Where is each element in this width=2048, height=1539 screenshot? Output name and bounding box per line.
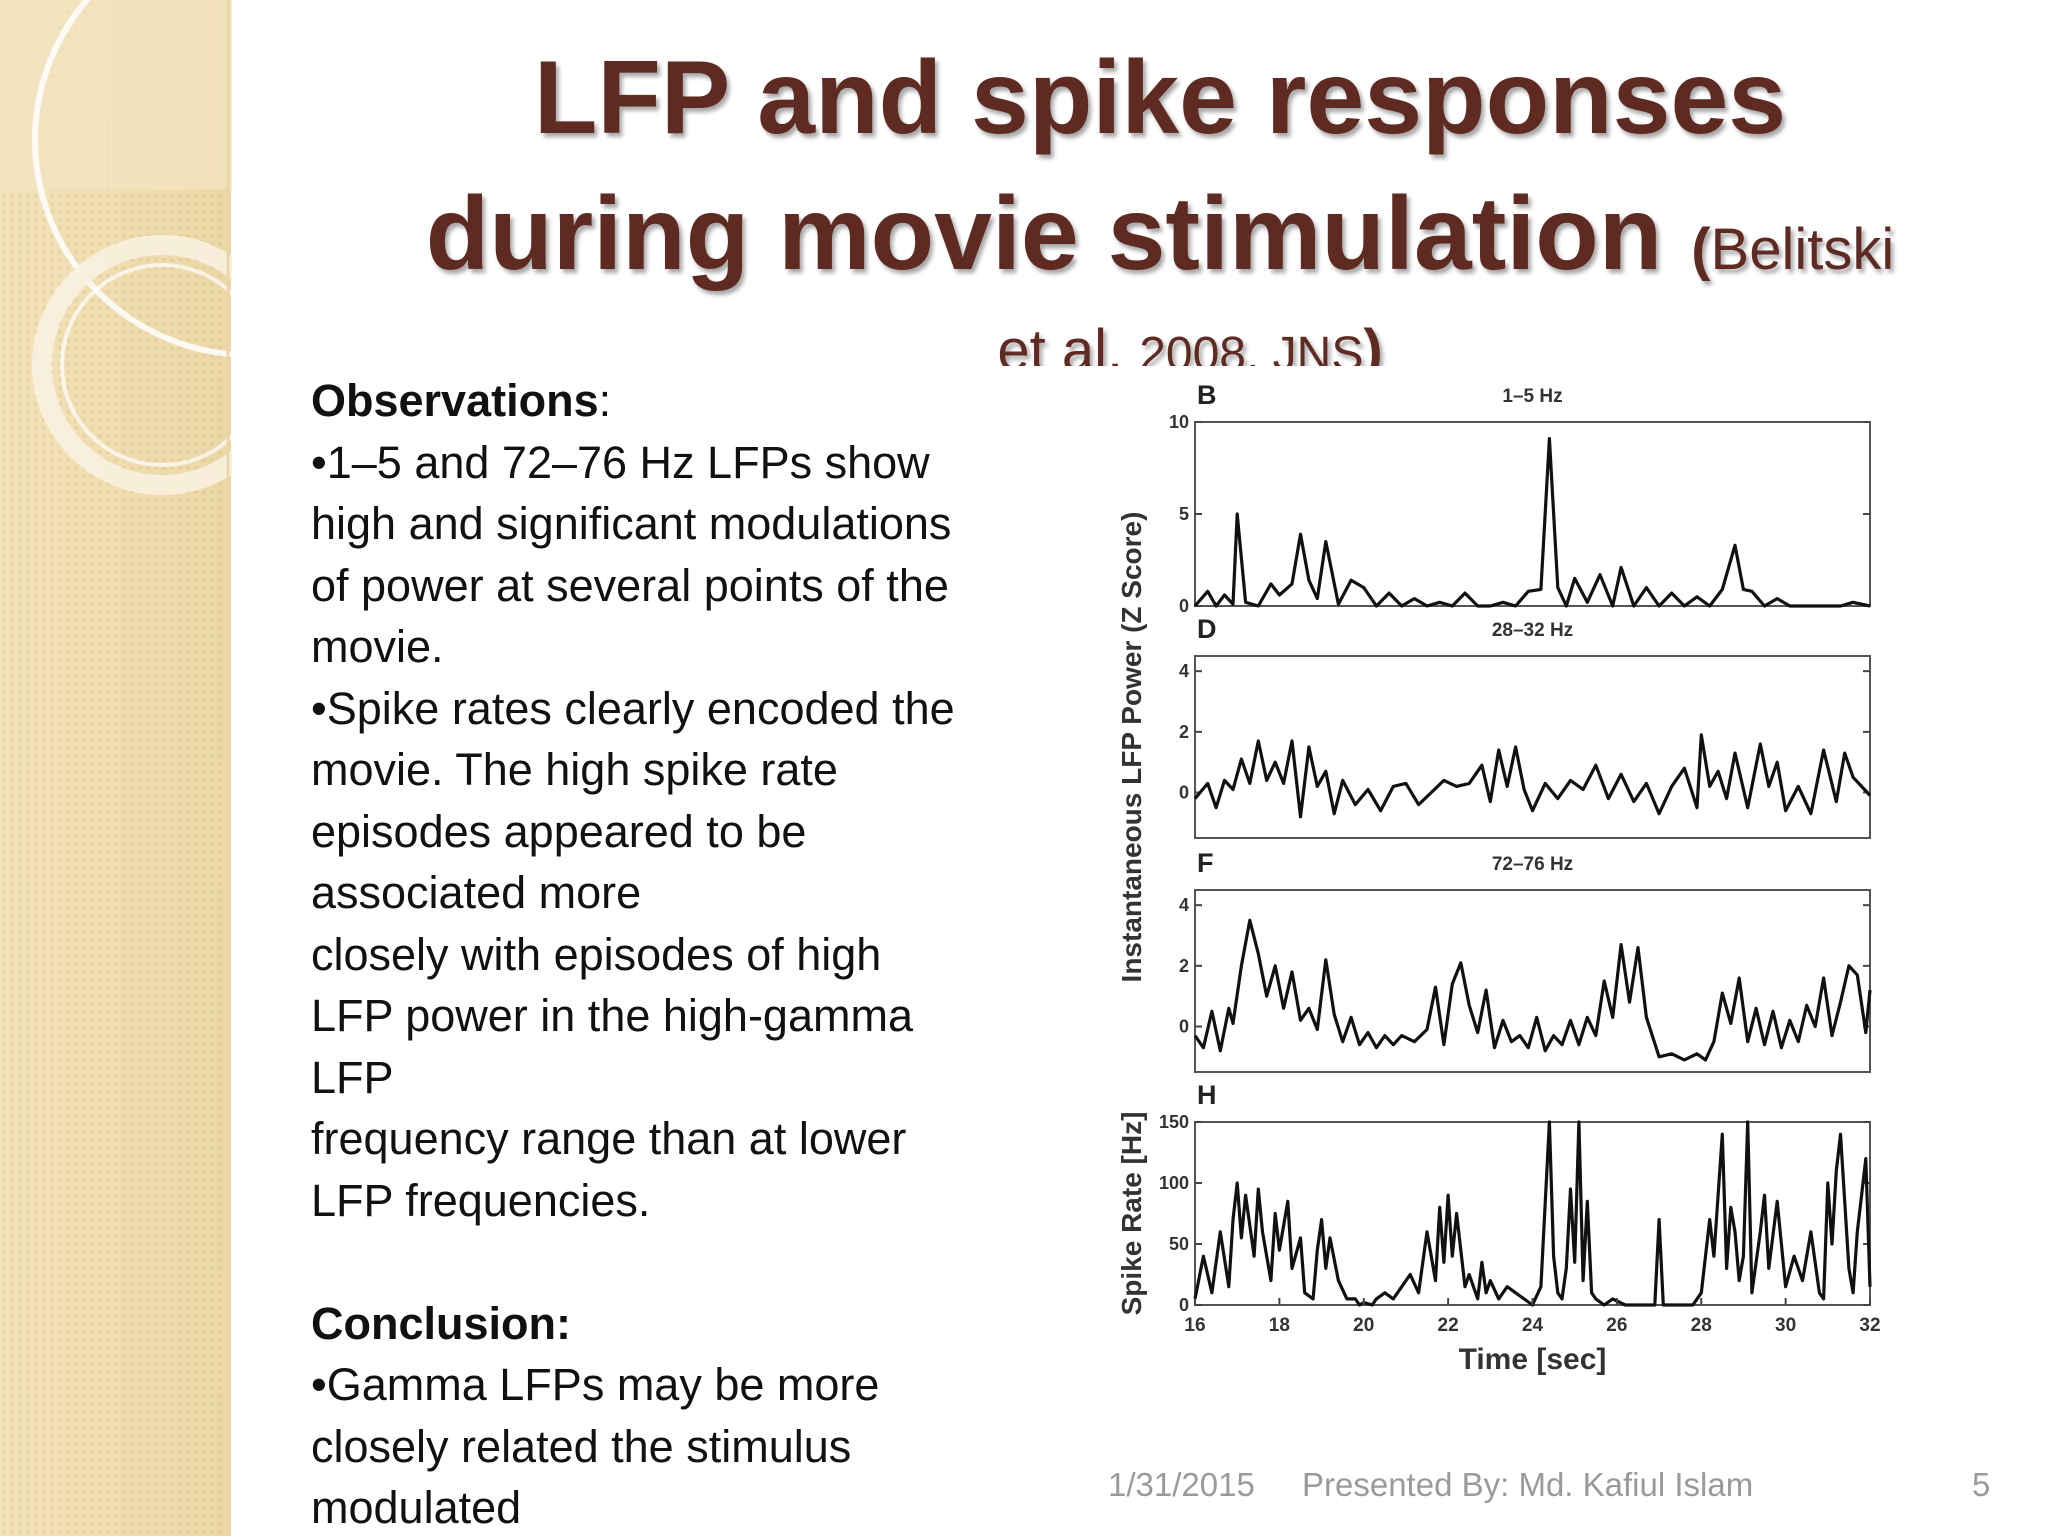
y-tick-label: 100 — [1159, 1173, 1189, 1193]
observations-colon: : — [598, 375, 612, 426]
body-line: episodes appeared to be — [311, 805, 807, 857]
body-line: of power at several points of the — [311, 559, 949, 611]
x-tick-label: 24 — [1522, 1315, 1544, 1336]
citation-author: Belitski — [1710, 217, 1895, 282]
conclusion-line: modulated — [311, 1482, 522, 1533]
body-line: •1–5 and 72–76 Hz LFPs show — [311, 436, 930, 488]
decorative-sidebar — [0, 0, 232, 1536]
body-line: high and significant modulations — [311, 498, 952, 549]
citation-et-al: et al. — [997, 318, 1124, 366]
title-line-1: LFP and spike responses — [533, 40, 1787, 156]
x-tick-label: 26 — [1606, 1315, 1627, 1336]
lfp-y-axis-label: Instantaneous LFP Power (Z Score) — [1116, 512, 1147, 983]
x-tick-label: 16 — [1184, 1315, 1205, 1336]
blank-line — [311, 1231, 1071, 1293]
y-tick-label: 0 — [1179, 1295, 1189, 1315]
y-tick-label: 2 — [1179, 722, 1189, 742]
citation-line-2: et al. 2008, JNS) — [360, 318, 2020, 366]
citation-year-journal: 2008, JNS — [1139, 328, 1364, 366]
panel-letter: B — [1197, 380, 1217, 410]
spike-y-axis-label: Spike Rate [Hz] — [1116, 1112, 1147, 1316]
footer-date: 1/31/2015 — [1108, 1466, 1255, 1503]
title-line-2: during movie stimulation — [425, 176, 1663, 292]
panel-H-trace — [1193, 1120, 1872, 1307]
panel-frame — [1194, 421, 1871, 607]
body-line: movie. The high spike rate — [311, 744, 838, 795]
body-line: closely with episodes of high — [311, 928, 882, 980]
y-tick-label: 50 — [1169, 1234, 1189, 1254]
conclusion-line: •Gamma LFPs may be more — [311, 1359, 880, 1410]
panel-title: 72–76 Hz — [1492, 854, 1573, 875]
x-tick-label: 20 — [1353, 1315, 1374, 1336]
citation-open-paren: ( — [1691, 217, 1711, 282]
observations-heading: Observations — [311, 375, 599, 426]
y-tick-label: 10 — [1169, 412, 1189, 432]
panel-title: 1–5 Hz — [1502, 386, 1562, 407]
body-line: LFP power in the high-gamma — [311, 990, 913, 1041]
body-line: movie. — [311, 621, 444, 672]
panel-F-trace — [1193, 918, 1872, 1062]
body-line: LFP frequencies. — [311, 1174, 651, 1226]
citation: (Belitski — [1691, 217, 1894, 282]
x-tick-label: 32 — [1859, 1315, 1880, 1336]
y-tick-label: 150 — [1159, 1112, 1189, 1132]
body-line: LFP — [311, 1051, 394, 1103]
footer-page-number: 5 — [1972, 1466, 1991, 1503]
y-tick-label: 5 — [1179, 504, 1189, 524]
decorative-rings — [0, 0, 232, 1536]
slide-title: LFP and spike responses during movie sti… — [300, 30, 2020, 366]
panel-letter: H — [1197, 1080, 1217, 1110]
panel-letter: D — [1197, 614, 1217, 644]
y-tick-label: 4 — [1179, 895, 1189, 915]
slide-body-text: Observations: •1–5 and 72–76 Hz LFPs sho… — [311, 370, 1071, 1539]
x-axis-label: Time [sec] — [1459, 1343, 1607, 1376]
y-tick-label: 4 — [1179, 661, 1189, 681]
x-tick-label: 22 — [1438, 1315, 1459, 1336]
observations-heading-line: Observations: — [311, 370, 1071, 432]
body-line: associated more — [311, 867, 642, 918]
panel-frame — [1194, 889, 1871, 1073]
panel-frame — [1194, 1121, 1871, 1306]
x-tick-label: 18 — [1269, 1315, 1290, 1336]
conclusion-heading: Conclusion: — [311, 1297, 571, 1349]
body-line: •Spike rates clearly encoded the — [311, 682, 955, 734]
citation-close-paren: ) — [1363, 318, 1383, 366]
panel-letter: F — [1197, 848, 1214, 878]
panel-B-trace — [1193, 437, 1871, 608]
panel-D-trace — [1193, 733, 1872, 819]
body-line: frequency range than at lower — [311, 1113, 907, 1164]
x-tick-label: 28 — [1691, 1315, 1712, 1336]
y-tick-label: 0 — [1179, 783, 1189, 803]
y-tick-label: 2 — [1179, 956, 1189, 976]
y-tick-label: 0 — [1179, 596, 1189, 616]
footer-presenter: Presented By: Md. Kafiul Islam — [1302, 1466, 1754, 1503]
x-tick-label: 30 — [1775, 1315, 1796, 1336]
y-tick-label: 0 — [1179, 1017, 1189, 1037]
conclusion-line: closely related the stimulus — [311, 1420, 852, 1472]
panel-title: 28–32 Hz — [1492, 620, 1573, 641]
